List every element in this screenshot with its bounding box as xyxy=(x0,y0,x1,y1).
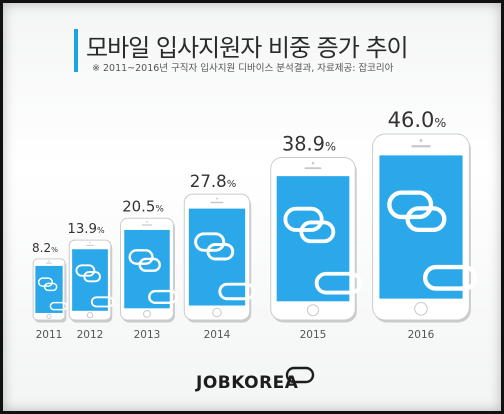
phone-bar xyxy=(68,239,115,323)
data-label-unit: % xyxy=(227,179,237,190)
phone-screen xyxy=(124,229,170,309)
data-label: 8.2% xyxy=(32,241,58,255)
phone-bar xyxy=(120,217,178,323)
chart-title: 모바일 입사지원자 비중 증가 추이 xyxy=(86,34,409,62)
x-tick-label: 2014 xyxy=(204,329,231,341)
data-label: 46.0% xyxy=(388,108,447,132)
x-tick-label: 2013 xyxy=(134,329,161,341)
bubble-shape xyxy=(138,257,161,272)
phone-screen xyxy=(188,208,246,306)
x-tick-label: 2015 xyxy=(300,329,327,341)
data-label-unit: % xyxy=(434,115,446,130)
bubble-shape xyxy=(206,242,235,261)
x-tick-label: 2011 xyxy=(36,329,63,341)
jobkorea-logo-text: JOBKOREA xyxy=(196,373,299,393)
phone-bar xyxy=(372,133,478,323)
home-button xyxy=(46,313,52,319)
data-label-unit: % xyxy=(51,245,58,254)
speaker-slot xyxy=(411,145,431,148)
bubble-shape xyxy=(128,249,154,265)
bubble-shape xyxy=(148,289,178,305)
home-button xyxy=(212,307,222,318)
phone-bar xyxy=(183,193,256,323)
speaker-slot xyxy=(45,262,53,264)
chart-subtitle: ※ 2011~2016년 구직자 입사지원 디바이스 분석결과, 자료제공: 잡… xyxy=(92,63,394,74)
phone-screen xyxy=(379,155,463,299)
bubble-shape xyxy=(43,282,58,292)
speaker-slot xyxy=(141,224,153,226)
phone-screen xyxy=(72,249,108,311)
bubble-shape xyxy=(37,277,54,287)
bubble-shape xyxy=(194,232,226,252)
camera-dot xyxy=(146,221,148,223)
data-label: 38.9% xyxy=(282,132,336,155)
bubble-shape xyxy=(49,301,68,311)
phone-bar xyxy=(32,258,68,323)
speaker-slot xyxy=(304,167,322,170)
bubble-shape xyxy=(299,220,336,244)
bubble-shape xyxy=(218,282,256,301)
data-label: 20.5% xyxy=(122,197,164,215)
bubble-shape xyxy=(405,206,447,233)
speaker-slot xyxy=(85,244,95,246)
bubble-shape xyxy=(314,271,363,295)
camera-dot xyxy=(48,260,50,262)
home-button xyxy=(414,302,428,316)
phone-screen xyxy=(35,265,63,313)
data-label: 27.8% xyxy=(190,172,236,191)
bubble-shape xyxy=(83,271,101,283)
bubble-shape xyxy=(75,264,96,277)
camera-dot xyxy=(216,197,218,200)
home-button xyxy=(307,304,319,317)
camera-dot xyxy=(89,242,91,244)
x-tick-label: 2012 xyxy=(77,329,104,341)
jobkorea-logo-mark xyxy=(285,366,315,384)
title-accent-bar xyxy=(74,29,78,72)
camera-dot xyxy=(419,139,423,142)
phone-bar xyxy=(270,156,363,323)
bubble-shape xyxy=(283,206,324,232)
speaker-slot xyxy=(210,201,224,204)
camera-dot xyxy=(311,161,315,165)
x-tick-label: 2016 xyxy=(408,329,435,341)
bubble-shape xyxy=(90,296,115,308)
phone-screen xyxy=(276,176,350,302)
home-button xyxy=(86,312,94,319)
bubble-shape xyxy=(422,264,478,291)
bubble-shape xyxy=(387,190,434,220)
home-button xyxy=(143,309,151,318)
data-label-unit: % xyxy=(97,226,105,235)
data-label-unit: % xyxy=(155,204,163,214)
data-label-unit: % xyxy=(325,139,336,153)
data-label: 13.9% xyxy=(67,222,105,237)
